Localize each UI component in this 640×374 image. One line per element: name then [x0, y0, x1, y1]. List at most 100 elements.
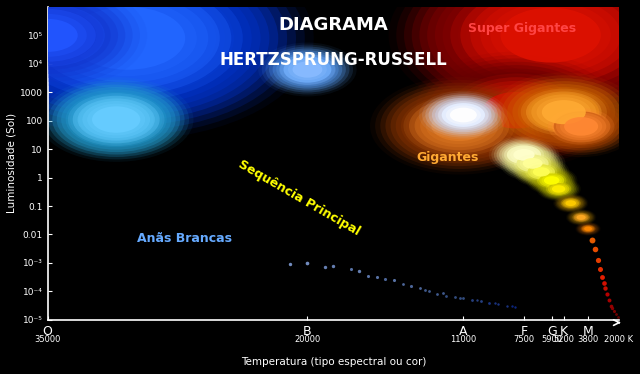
Circle shape [546, 182, 571, 196]
Circle shape [525, 163, 557, 181]
Circle shape [452, 75, 580, 145]
Circle shape [539, 174, 564, 187]
Circle shape [39, 77, 193, 162]
Circle shape [58, 0, 196, 76]
Point [605, 303, 616, 309]
Point [420, 287, 430, 293]
X-axis label: Temperatura (tipo espectral ou cor): Temperatura (tipo espectral ou cor) [241, 357, 426, 367]
Circle shape [546, 182, 572, 196]
Circle shape [459, 79, 574, 142]
Circle shape [92, 106, 140, 133]
Point [507, 303, 517, 309]
Point [389, 277, 399, 283]
Circle shape [523, 90, 605, 135]
Circle shape [521, 89, 607, 136]
Circle shape [427, 0, 640, 102]
Circle shape [21, 0, 234, 96]
Point [476, 298, 486, 304]
Circle shape [83, 101, 150, 138]
Circle shape [540, 178, 578, 199]
Circle shape [502, 142, 547, 167]
Circle shape [443, 0, 640, 94]
Circle shape [426, 107, 493, 144]
Circle shape [385, 85, 533, 166]
Circle shape [514, 153, 552, 174]
Circle shape [517, 159, 565, 185]
Point [424, 288, 434, 294]
Circle shape [581, 225, 595, 233]
Circle shape [66, 92, 166, 147]
Circle shape [465, 82, 568, 138]
Circle shape [284, 56, 332, 83]
Point [441, 292, 451, 298]
Circle shape [451, 0, 640, 90]
Point [437, 290, 447, 296]
Circle shape [576, 222, 600, 235]
Circle shape [513, 156, 570, 187]
Circle shape [429, 96, 498, 134]
Text: 2000 K: 2000 K [604, 335, 633, 344]
Circle shape [73, 96, 159, 143]
Circle shape [390, 88, 528, 163]
Circle shape [529, 98, 633, 155]
Circle shape [411, 99, 507, 152]
Circle shape [30, 0, 225, 92]
Point [449, 294, 460, 300]
Circle shape [70, 7, 185, 70]
Circle shape [523, 158, 543, 169]
Point [372, 274, 382, 280]
Circle shape [565, 200, 576, 206]
Circle shape [412, 0, 640, 111]
Circle shape [4, 0, 252, 106]
Circle shape [524, 162, 559, 182]
Circle shape [284, 56, 332, 83]
Point [590, 246, 600, 252]
Point [467, 297, 477, 303]
Circle shape [404, 0, 640, 115]
Circle shape [266, 46, 349, 92]
Circle shape [450, 108, 477, 122]
Circle shape [529, 93, 599, 132]
Circle shape [561, 198, 580, 209]
Circle shape [8, 14, 87, 57]
Circle shape [504, 144, 544, 166]
Circle shape [446, 105, 481, 125]
Point [490, 300, 500, 306]
Point [586, 237, 596, 243]
Circle shape [458, 0, 640, 86]
Circle shape [434, 65, 598, 155]
Text: Sequência Principal: Sequência Principal [236, 157, 362, 238]
Point [502, 303, 512, 309]
Circle shape [570, 211, 592, 223]
Text: Gigantes: Gigantes [417, 151, 479, 163]
Circle shape [474, 0, 628, 77]
Circle shape [396, 91, 523, 160]
Circle shape [77, 98, 155, 141]
Circle shape [537, 172, 566, 188]
Text: 3800: 3800 [577, 335, 598, 344]
Circle shape [545, 181, 573, 197]
Point [600, 285, 611, 291]
Circle shape [276, 52, 339, 87]
Circle shape [409, 98, 509, 153]
Circle shape [548, 108, 614, 145]
Circle shape [273, 50, 342, 89]
Circle shape [401, 94, 518, 158]
Circle shape [12, 0, 243, 101]
Circle shape [518, 87, 610, 137]
Circle shape [491, 73, 636, 152]
Circle shape [548, 183, 570, 195]
Text: 20000: 20000 [294, 335, 321, 344]
Circle shape [527, 164, 555, 180]
Circle shape [541, 105, 621, 148]
Circle shape [489, 136, 559, 174]
Circle shape [500, 7, 601, 62]
Circle shape [528, 167, 575, 193]
Circle shape [279, 54, 336, 85]
Circle shape [561, 197, 581, 209]
Circle shape [269, 49, 346, 91]
Text: 5200: 5200 [554, 335, 574, 344]
Point [355, 269, 365, 275]
Circle shape [0, 9, 96, 62]
Circle shape [446, 72, 586, 148]
